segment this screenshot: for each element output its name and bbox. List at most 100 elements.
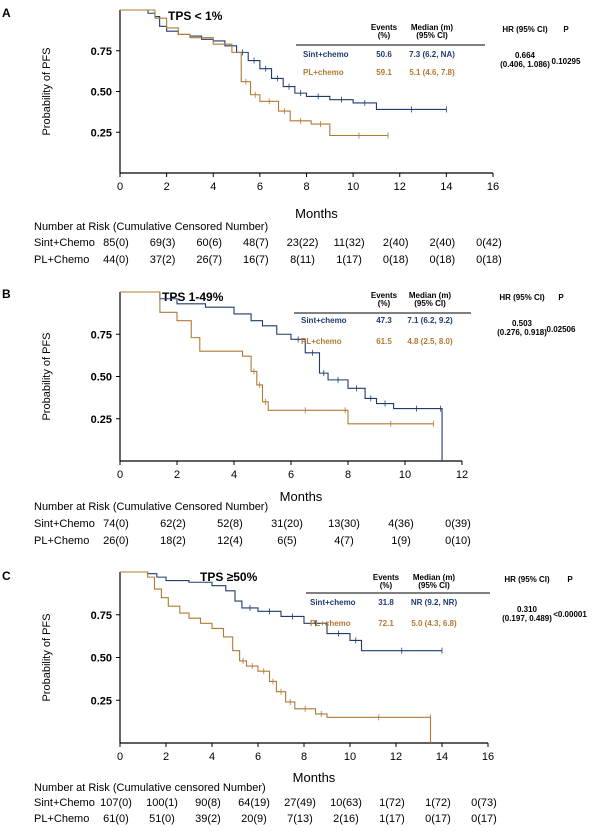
x-tick-label: 12 [394, 181, 406, 193]
panel-label: C [2, 569, 11, 583]
x-tick-label: 14 [440, 181, 452, 193]
x-tick-label: 8 [301, 751, 307, 763]
risk-value: 44(0) [103, 254, 129, 266]
row-label: PL+chemo [301, 337, 342, 346]
y-tick-label: 0.75 [91, 329, 112, 341]
risk-value: 0(17) [471, 813, 497, 825]
y-tick-label: 0.50 [91, 653, 112, 665]
hazard-ratio: 0.503 (0.276, 0.918) [497, 319, 547, 337]
risk-value: 20(9) [241, 813, 267, 825]
risk-value: 52(8) [217, 518, 243, 530]
risk-value: 61(0) [103, 813, 129, 825]
risk-value: 4(36) [388, 518, 414, 530]
km-curve-sint-chemo [120, 291, 443, 461]
panel-C: C TPS ≥50% 0 2 4 6 8 10 12 14 16 0.25 0.50 0.75 Probab… [2, 569, 587, 825]
risk-value: 85(0) [103, 237, 129, 249]
risk-row-label: PL+Chemo [34, 813, 89, 825]
row-events: 50.6 [376, 50, 392, 59]
row-label: PL+chemo [310, 619, 351, 628]
risk-value: 31(20) [271, 518, 303, 530]
hazard-ratio: 0.310 (0.197, 0.489) [502, 605, 552, 623]
risk-value: 1(72) [425, 797, 451, 809]
x-axis-label: Months [280, 489, 323, 504]
header-p: P [563, 25, 569, 34]
risk-value: 10(63) [330, 797, 362, 809]
row-median: 7.3 (6.2, NA) [409, 50, 455, 59]
p-value: 0.02506 [547, 325, 576, 334]
risk-value: 60(6) [196, 237, 222, 249]
risk-value: 6(5) [277, 535, 297, 547]
header-hr: HR (95% CI) [504, 575, 550, 584]
x-tick-label: 12 [390, 751, 402, 763]
risk-value: 0(39) [445, 518, 471, 530]
row-median: 7.1 (6.2, 9.2) [407, 316, 453, 325]
y-tick-label: 0.50 [91, 87, 112, 99]
risk-value: 1(17) [336, 254, 362, 266]
risk-row-label: PL+Chemo [34, 254, 89, 266]
km-curve-pl-chemo [120, 291, 434, 425]
header-events: Events (%) [373, 573, 400, 590]
x-tick-label: 4 [231, 469, 237, 481]
x-tick-label: 16 [482, 751, 494, 763]
km-curve-pl-chemo [120, 571, 432, 743]
risk-value: 1(17) [379, 813, 405, 825]
p-value: <0.00001 [553, 610, 587, 619]
header-hr: HR (95% CI) [502, 25, 548, 34]
x-tick-label: 6 [255, 751, 261, 763]
risk-value: 2(40) [383, 237, 409, 249]
row-median: 5.1 (4.6, 7.8) [409, 68, 455, 77]
y-tick-label: 0.75 [91, 46, 112, 58]
row-label: Sint+chemo [303, 50, 349, 59]
header-p: P [567, 575, 573, 584]
risk-value: 4(7) [334, 535, 354, 547]
row-label: PL+chemo [303, 68, 344, 77]
panel-B: B TPS 1-49% 0 2 4 6 8 10 12 0.25 0.50 0.75 Probabili… [2, 287, 576, 547]
x-tick-label: 4 [210, 181, 216, 193]
x-tick-label: 8 [345, 469, 351, 481]
x-tick-label: 0 [117, 181, 123, 193]
chart-title: TPS < 1% [168, 9, 223, 23]
header-median: Median (m) (95% CI) [409, 291, 452, 308]
risk-value: 8(11) [290, 254, 315, 266]
header-p: P [558, 293, 564, 302]
y-tick-label: 0.25 [91, 127, 112, 139]
x-tick-label: 0 [117, 751, 123, 763]
x-tick-label: 12 [456, 469, 468, 481]
row-label: Sint+chemo [301, 316, 347, 325]
risk-value: 64(19) [238, 797, 270, 809]
panel-label: B [2, 287, 11, 301]
header-events: Events (%) [371, 23, 398, 40]
risk-value: 0(10) [445, 535, 471, 547]
risk-value: 0(73) [471, 797, 497, 809]
row-events: 61.5 [376, 337, 392, 346]
row-median: 5.0 (4.3, 6.8) [411, 619, 457, 628]
risk-value: 39(2) [195, 813, 221, 825]
risk-title: Number at Risk (Cumulative Censored Numb… [34, 501, 268, 513]
risk-title: Number at Risk (Cumulative censored Numb… [34, 782, 266, 794]
x-tick-label: 2 [163, 751, 169, 763]
y-tick-label: 0.25 [91, 695, 112, 707]
risk-value: 26(7) [196, 254, 222, 266]
header-events: Events (%) [371, 291, 398, 308]
row-events: 59.1 [376, 68, 392, 77]
risk-value: 1(72) [379, 797, 405, 809]
risk-value: 18(2) [160, 535, 186, 547]
y-tick-label: 0.50 [91, 372, 112, 384]
x-tick-label: 10 [399, 469, 411, 481]
x-tick-label: 6 [257, 181, 263, 193]
risk-value: 0(18) [383, 254, 409, 266]
x-tick-label: 10 [344, 751, 356, 763]
risk-value: 0(42) [476, 237, 502, 249]
km-curve-sint-chemo [120, 571, 442, 652]
risk-value: 13(30) [328, 518, 360, 530]
risk-value: 62(2) [160, 518, 186, 530]
row-events: 72.1 [378, 619, 394, 628]
y-tick-label: 0.25 [91, 414, 112, 426]
risk-value: 100(1) [146, 797, 178, 809]
km-curve-pl-chemo [120, 9, 389, 137]
hazard-ratio: 0.664 (0.406, 1.086) [500, 51, 550, 69]
panel-label: A [2, 6, 11, 20]
y-axis-label: Probability of PFS [41, 332, 53, 420]
risk-value: 74(0) [103, 518, 129, 530]
